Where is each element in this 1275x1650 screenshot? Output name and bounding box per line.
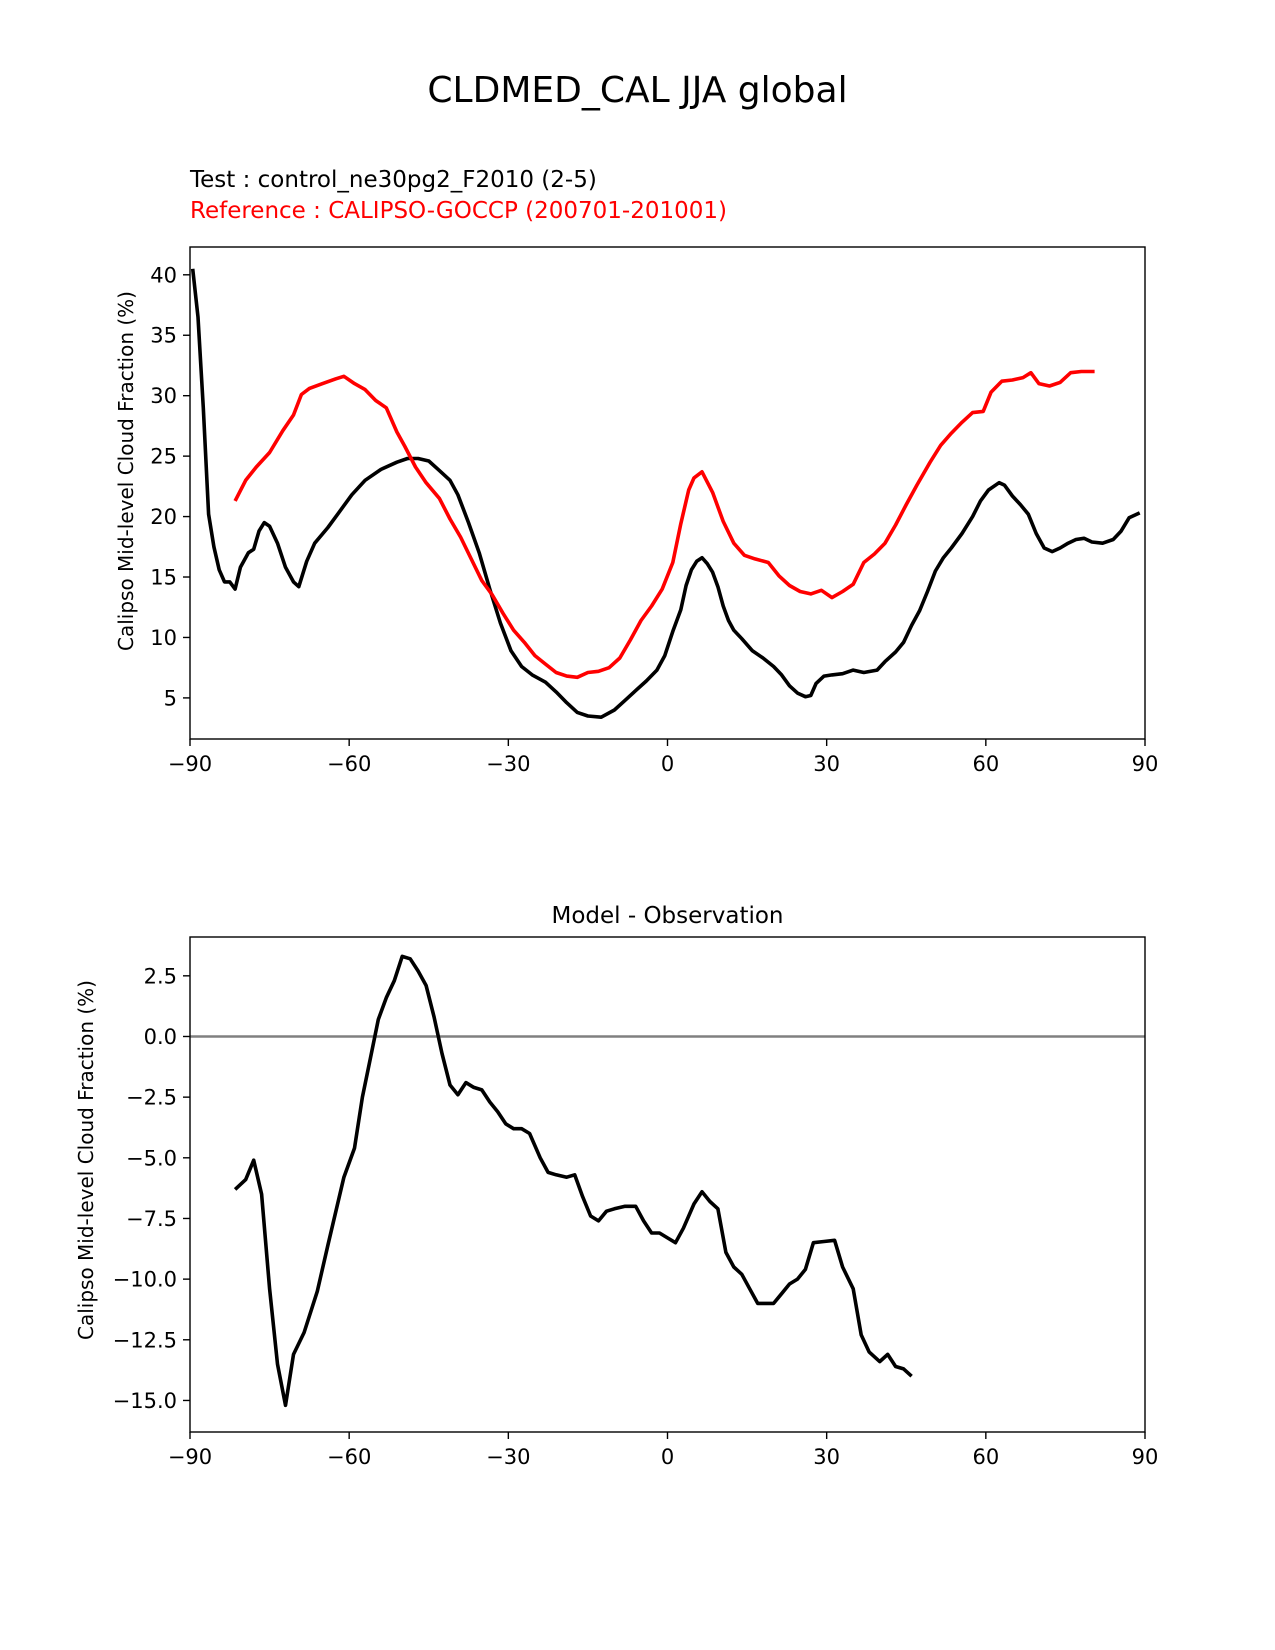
top-y-tick-label: 30 — [150, 384, 177, 408]
top-y-tick-label: 5 — [164, 686, 177, 710]
bottom-x-tick-label: −60 — [327, 1445, 371, 1469]
top-y-tick-label: 40 — [150, 263, 177, 287]
top-x-tick-label: −90 — [168, 752, 212, 776]
bottom-y-tick-label: 2.5 — [144, 964, 177, 988]
bottom-y-tick-label: −15.0 — [113, 1389, 177, 1413]
top-x-tick-label: −60 — [327, 752, 371, 776]
top-series-reference — [233, 369, 1095, 680]
bottom-x-tick-label: −90 — [168, 1445, 212, 1469]
figure-title: CLDMED_CAL JJA global — [427, 70, 848, 111]
bottom-y-tick-label: −12.5 — [113, 1328, 177, 1352]
bottom-y-tick-label: −5.0 — [126, 1146, 177, 1170]
bottom-x-tick-label: 30 — [813, 1445, 840, 1469]
top-x-tick-label: 90 — [1132, 752, 1159, 776]
top-axes-frame — [189, 246, 1146, 740]
bottom-y-tick-label: −10.0 — [113, 1268, 177, 1292]
top-y-tick-label: 20 — [150, 505, 177, 529]
top-x-tick-label: 0 — [661, 752, 674, 776]
bottom-series-difference — [233, 954, 913, 1408]
bottom-y-tick-label: −2.5 — [126, 1086, 177, 1110]
top-series-test — [190, 268, 1141, 719]
bottom-axes-frame — [189, 936, 1146, 1433]
reference-label: Reference : CALIPSO-GOCCP (200701-201001… — [190, 198, 728, 224]
test-label: Test : control_ne30pg2_F2010 (2-5) — [190, 167, 597, 193]
top-x-tick-label: −30 — [486, 752, 530, 776]
bottom-x-tick-label: 0 — [661, 1445, 674, 1469]
bottom-y-tick-label: −7.5 — [126, 1207, 177, 1231]
bottom-x-tick-label: −30 — [486, 1445, 530, 1469]
top-y-tick-label: 10 — [150, 626, 177, 650]
top-x-tick-label: 60 — [972, 752, 999, 776]
top-y-tick-label: 25 — [150, 445, 177, 469]
bottom-x-tick-label: 90 — [1132, 1445, 1159, 1469]
bottom-y-tick-label: 0.0 — [144, 1025, 177, 1049]
top-y-tick-label: 15 — [150, 566, 177, 590]
bottom-x-tick-label: 60 — [972, 1445, 999, 1469]
top-y-tick-label: 35 — [150, 324, 177, 348]
top-x-tick-label: 30 — [813, 752, 840, 776]
bottom-plot-title: Model - Observation — [551, 903, 784, 929]
